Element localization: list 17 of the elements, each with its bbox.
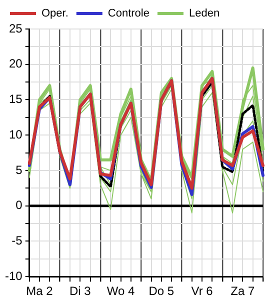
y-tick-label: 5 — [16, 162, 23, 177]
x-tick-label: Wo 4 — [106, 284, 135, 298]
x-tick-label: Za 7 — [230, 284, 256, 298]
x-tick-label: Vr 6 — [191, 284, 214, 298]
legend-label: Leden — [188, 8, 220, 20]
x-tick-label: Di 3 — [69, 284, 92, 298]
y-tick-label: -5 — [12, 234, 23, 248]
y-tick-label: 20 — [8, 56, 23, 71]
y-tick-label: 10 — [8, 127, 23, 142]
legend-label: Controle — [108, 8, 150, 20]
y-tick-label: 25 — [8, 21, 23, 36]
x-tick-label: Do 5 — [148, 284, 174, 298]
x-tick-label: Ma 2 — [26, 284, 54, 298]
y-tick-label: -10 — [5, 268, 23, 283]
legend-label: Oper. — [42, 8, 68, 20]
y-tick-label: 15 — [8, 92, 23, 106]
y-tick-label: 0 — [16, 198, 23, 212]
